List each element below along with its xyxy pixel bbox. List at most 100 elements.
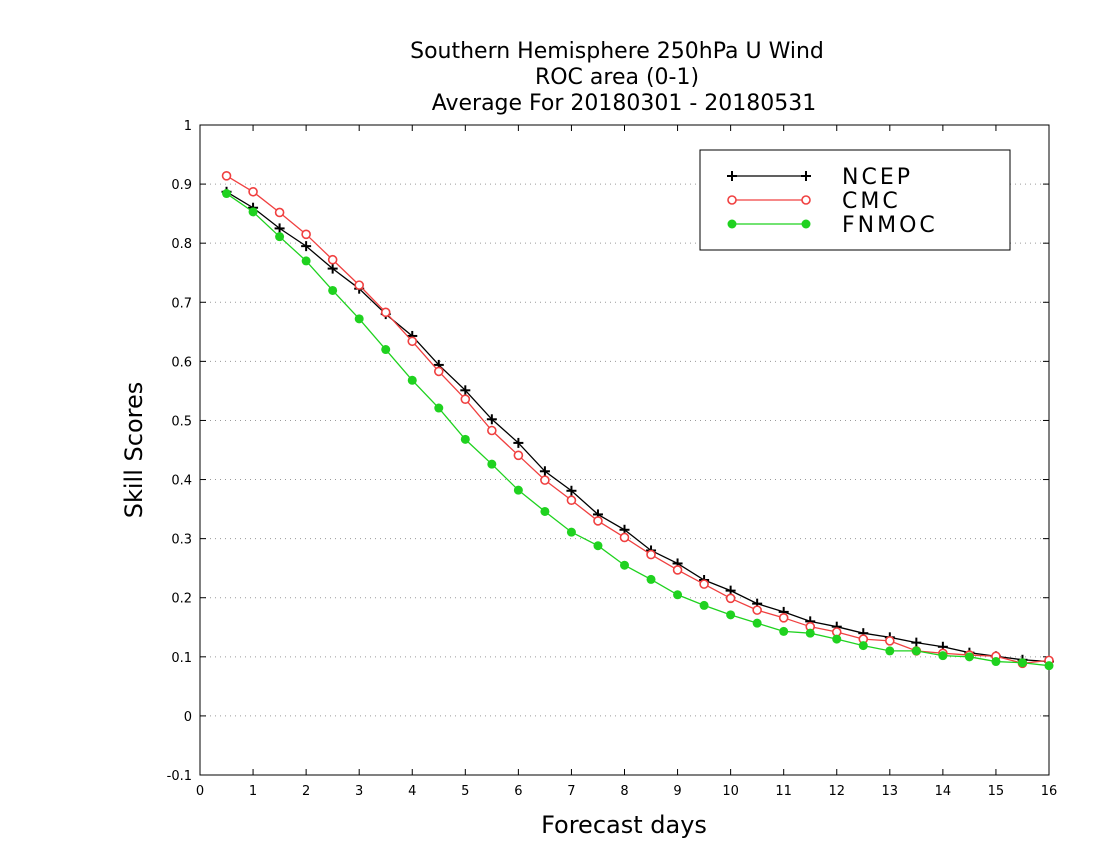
- x-tick-label: 10: [722, 784, 739, 799]
- y-tick-label: 0.1: [171, 651, 192, 666]
- legend-marker: [727, 219, 737, 229]
- title-line-2: ROC area (0-1): [535, 65, 699, 90]
- data-point-fnmoc: [885, 646, 895, 656]
- data-point-cmc: [619, 532, 630, 543]
- series-line-fnmoc: [226, 193, 1050, 667]
- data-point-fnmoc: [222, 189, 232, 199]
- data-point-fnmoc: [858, 641, 868, 651]
- y-tick-label: -0.1: [167, 769, 192, 784]
- data-point-ncep: [911, 637, 922, 648]
- data-point-fnmoc: [275, 232, 285, 242]
- legend-marker: [801, 195, 811, 205]
- data-point-cmc: [725, 593, 736, 604]
- x-tick-label: 1: [249, 784, 257, 799]
- data-point-fnmoc: [248, 207, 258, 217]
- x-tick-label: 7: [567, 784, 575, 799]
- y-tick-label: 0.5: [171, 414, 192, 429]
- data-point-ncep: [327, 263, 338, 274]
- data-point-fnmoc: [301, 256, 311, 266]
- x-axis-label: Forecast days: [541, 811, 707, 839]
- x-tick-label: 6: [514, 784, 522, 799]
- x-tick-label: 0: [196, 784, 204, 799]
- y-tick-label: 0.7: [171, 296, 192, 311]
- data-point-fnmoc: [779, 626, 789, 636]
- data-point-cmc: [354, 280, 364, 290]
- y-axis-label: Skill Scores: [120, 382, 148, 519]
- x-tick-label: 2: [302, 784, 310, 799]
- x-tick-label: 12: [828, 784, 845, 799]
- data-point-cmc: [778, 613, 789, 623]
- data-point-cmc: [221, 171, 232, 181]
- data-point-cmc: [248, 186, 258, 197]
- data-point-fnmoc: [699, 600, 709, 610]
- legend-marker: [727, 171, 737, 181]
- data-point-cmc: [699, 579, 709, 589]
- x-tick-label: 4: [408, 784, 416, 799]
- data-point-fnmoc: [1044, 661, 1054, 671]
- data-point-fnmoc: [646, 574, 656, 584]
- data-point-cmc: [540, 475, 550, 485]
- data-point-ncep: [460, 385, 471, 396]
- series-line-ncep: [226, 191, 1050, 663]
- data-point-fnmoc: [513, 485, 523, 495]
- data-point-fnmoc: [726, 610, 736, 620]
- data-point-ncep: [539, 466, 550, 477]
- y-tick-label: 0.8: [171, 237, 192, 252]
- data-point-cmc: [885, 636, 895, 646]
- data-point-cmc: [566, 495, 577, 506]
- legend-label-cmc: CMC: [842, 189, 901, 214]
- legend-label-fnmoc: FNMOC: [842, 213, 938, 238]
- y-tick-label: 0.4: [171, 474, 192, 489]
- y-tick-label: 1: [184, 119, 192, 134]
- y-tick-label: 0.3: [171, 533, 192, 548]
- x-tick-label: 16: [1041, 784, 1058, 799]
- data-point-fnmoc: [434, 403, 444, 413]
- data-point-fnmoc: [832, 634, 842, 644]
- data-point-fnmoc: [381, 345, 391, 355]
- title-line-3: Average For 20180301 - 20180531: [432, 91, 817, 116]
- data-point-cmc: [380, 307, 391, 318]
- x-tick-label: 13: [882, 784, 899, 799]
- legend-entry-cmc: CMC: [727, 189, 901, 214]
- data-point-fnmoc: [673, 590, 683, 600]
- data-point-cmc: [513, 450, 524, 461]
- x-tick-label: 14: [935, 784, 952, 799]
- data-point-fnmoc: [805, 628, 815, 638]
- x-tick-label: 8: [620, 784, 628, 799]
- data-point-fnmoc: [991, 657, 1001, 667]
- legend-entry-ncep: NCEP: [727, 165, 913, 190]
- x-tick-label: 11: [775, 784, 792, 799]
- data-point-cmc: [593, 516, 603, 526]
- y-tick-label: 0: [184, 710, 192, 725]
- data-point-fnmoc: [354, 314, 364, 324]
- y-tick-label: 0.9: [171, 178, 192, 193]
- data-point-ncep: [301, 241, 312, 252]
- data-point-cmc: [433, 366, 444, 377]
- legend-marker: [801, 171, 811, 181]
- data-point-cmc: [646, 549, 656, 560]
- data-point-fnmoc: [487, 459, 497, 469]
- data-point-fnmoc: [911, 646, 921, 656]
- series-ncep: [221, 186, 1054, 667]
- title-line-1: Southern Hemisphere 250hPa U Wind: [410, 39, 824, 64]
- data-point-cmc: [327, 254, 338, 265]
- x-tick-label: 9: [673, 784, 681, 799]
- data-point-fnmoc: [407, 375, 417, 385]
- data-point-fnmoc: [964, 652, 974, 662]
- series-fnmoc: [222, 189, 1054, 671]
- data-point-cmc: [672, 565, 683, 575]
- data-point-fnmoc: [752, 618, 762, 628]
- data-point-ncep: [486, 414, 497, 425]
- data-point-cmc: [460, 394, 471, 404]
- data-point-fnmoc: [328, 285, 338, 295]
- data-point-fnmoc: [566, 527, 576, 537]
- legend-marker: [727, 195, 737, 205]
- data-point-ncep: [274, 223, 285, 234]
- data-point-cmc: [487, 425, 497, 436]
- data-point-cmc: [752, 605, 762, 615]
- legend-label-ncep: NCEP: [842, 165, 913, 190]
- data-point-cmc: [407, 336, 418, 347]
